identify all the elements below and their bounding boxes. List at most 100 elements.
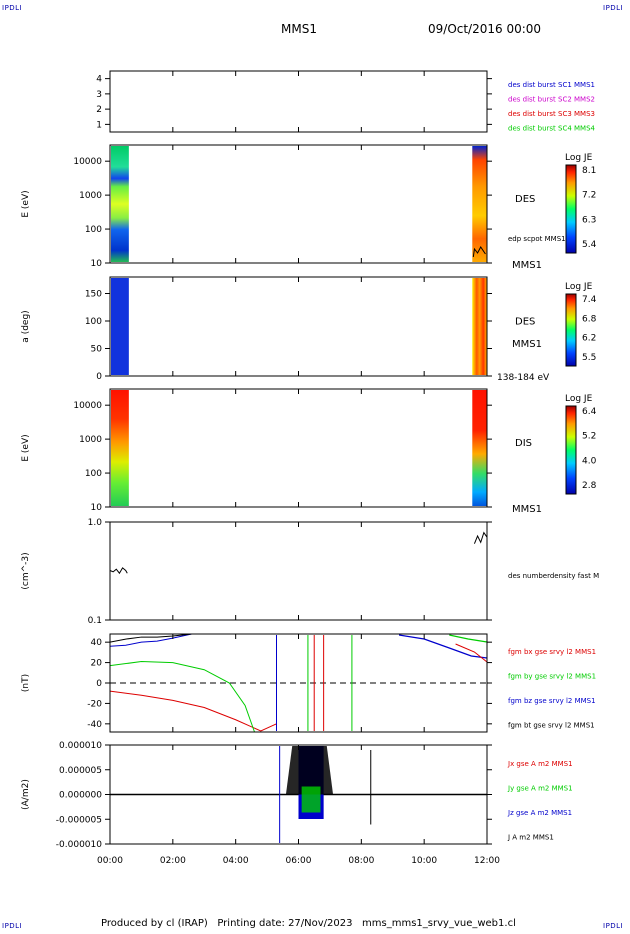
energy-range-label: 138-184 eV (497, 373, 550, 383)
y-axis-label: E (eV) (21, 434, 31, 461)
colorbar-tick-label: 5.5 (582, 353, 596, 363)
legend-entry: des dist burst SC2 MMS2 (508, 96, 595, 104)
y-tick-label: 100 (85, 225, 102, 235)
y-tick-label: 0 (96, 679, 102, 689)
y-tick-label: 10 (91, 503, 103, 513)
y-axis-label: a (deg) (21, 310, 31, 342)
y-tick-label: 150 (85, 290, 102, 300)
corner-tag-bottom-left: IPDLI (2, 922, 23, 930)
legend-entry: des dist burst SC1 MMS1 (508, 81, 595, 89)
legend-entry: fgm bz gse srvy l2 MMS1 (508, 697, 596, 705)
y-tick-label: 1000 (79, 435, 102, 445)
panel-label: DES (515, 194, 535, 205)
spectrogram-block (111, 278, 129, 375)
series-line (109, 633, 192, 643)
spectrogram-block (472, 146, 487, 262)
y-tick-label: 40 (91, 638, 103, 648)
colorbar-tick-label: 5.4 (582, 240, 597, 250)
legend-entry: des numberdensity fast M (508, 572, 599, 580)
colorbar (565, 293, 577, 367)
current-burst (301, 786, 321, 813)
colorbar (565, 405, 577, 495)
spectrogram-block (472, 390, 487, 506)
corner-tag-bottom-right: IPDLI (603, 922, 624, 930)
y-tick-label: 10000 (73, 401, 102, 411)
overlay-label: edp scpot MMS1 (508, 235, 566, 243)
corner-tag-top-right: IPDLI (603, 4, 624, 12)
panel-label: DES (515, 317, 535, 328)
corner-tag-top-left: IPDLI (2, 4, 23, 12)
y-tick-label: 0.000005 (59, 766, 102, 776)
y-tick-label: 4 (96, 75, 102, 85)
legend-entry: J A m2 MMS1 (507, 834, 554, 842)
colorbar-tick-label: 6.4 (582, 407, 597, 417)
x-tick-label: 10:00 (411, 856, 437, 866)
y-tick-label: 0.000000 (59, 791, 102, 801)
colorbar-title: Log JE (565, 282, 593, 292)
x-tick-label: 02:00 (160, 856, 186, 866)
y-tick-label: 100 (85, 469, 102, 479)
colorbar-tick-label: 7.4 (582, 295, 597, 305)
y-tick-label: 10 (91, 259, 103, 269)
page-title: MMS1 (281, 22, 317, 36)
current-burst (285, 746, 334, 795)
colorbar-tick-label: 6.8 (582, 314, 597, 324)
y-tick-label: -40 (87, 720, 102, 730)
legend-entry: fgm bx gse srvy l2 MMS1 (508, 648, 596, 656)
spectrogram-block (111, 146, 129, 262)
x-tick-label: 00:00 (97, 856, 123, 866)
legend-entry: Jx gse A m2 MMS1 (507, 760, 573, 768)
x-tick-label: 12:00 (474, 856, 500, 866)
panel-label: DIS (515, 438, 532, 449)
colorbar-title: Log JE (565, 153, 593, 163)
colorbar-tick-label: 8.1 (582, 166, 596, 176)
footer-credits: Produced by cl (IRAP) Printing date: 27/… (101, 918, 516, 929)
spectrogram-block (111, 390, 129, 506)
x-tick-label: 08:00 (348, 856, 374, 866)
x-tick-label: 06:00 (286, 856, 312, 866)
y-tick-label: 0.000010 (59, 741, 102, 751)
series-line (449, 634, 488, 643)
y-tick-label: 1.0 (88, 518, 103, 528)
panel-frame-electron-energy-spectrogram (109, 144, 488, 264)
y-axis-label: (nT) (21, 674, 31, 692)
y-axis-label: E (eV) (21, 190, 31, 217)
series-line (109, 661, 255, 733)
series-line (109, 633, 192, 647)
panel-frame-electron-density (109, 521, 488, 621)
sc-label: MMS1 (512, 260, 542, 271)
colorbar-title: Log JE (565, 394, 593, 404)
y-tick-label: 1 (96, 120, 102, 130)
y-tick-label: 3 (96, 90, 102, 100)
y-tick-label: -20 (87, 699, 102, 709)
legend-entry: des dist burst SC4 MMS4 (508, 125, 596, 133)
legend-entry: des dist burst SC3 MMS3 (508, 110, 595, 118)
panel-frame-ion-energy-spectrogram (109, 388, 488, 508)
colorbar-tick-label: 7.2 (582, 191, 596, 201)
y-tick-label: -0.000010 (56, 840, 102, 850)
sc-label: MMS1 (512, 504, 542, 515)
y-tick-label: -0.000005 (56, 815, 102, 825)
y-axis-label: (A/m2) (21, 779, 31, 810)
sc-label: MMS1 (512, 339, 542, 350)
series-line (455, 643, 488, 663)
spectrogram-block (472, 278, 487, 375)
edp-scpot-trace (472, 246, 486, 258)
y-tick-label: 0.1 (88, 616, 102, 626)
page-datetime: 09/Oct/2016 00:00 (428, 22, 542, 36)
colorbar-tick-label: 4.0 (582, 456, 597, 466)
panel-frame-spacecraft-availability (109, 70, 488, 133)
y-tick-label: 10000 (73, 157, 102, 167)
y-tick-label: 2 (96, 105, 102, 115)
x-tick-label: 04:00 (223, 856, 249, 866)
y-axis-label: (cm^-3) (21, 552, 31, 589)
y-tick-label: 0 (96, 372, 102, 382)
colorbar-tick-label: 6.2 (582, 334, 596, 344)
y-tick-label: 20 (91, 659, 103, 669)
series-line (398, 634, 488, 659)
legend-entry: Jy gse A m2 MMS1 (507, 785, 573, 793)
y-tick-label: 50 (91, 345, 103, 355)
legend-entry: fgm bt gse srvy l2 MMS1 (508, 722, 595, 730)
colorbar-tick-label: 6.3 (582, 215, 596, 225)
